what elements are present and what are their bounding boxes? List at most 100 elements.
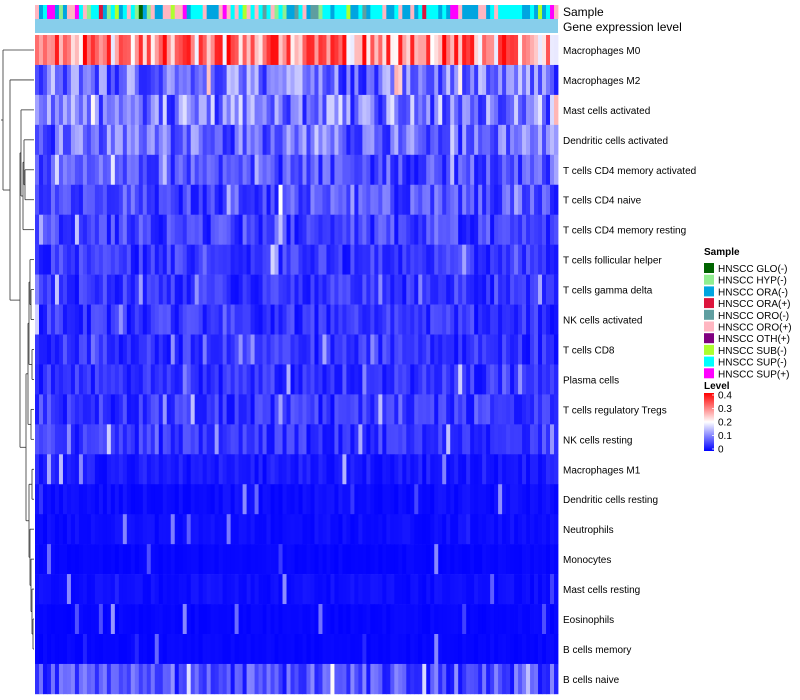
heatmap-cell [382, 634, 387, 665]
heatmap-cell [258, 244, 263, 275]
heatmap-cell [262, 274, 267, 305]
heatmap-cell [122, 244, 128, 275]
heatmap-cell [162, 574, 168, 605]
heatmap-cell [538, 663, 543, 695]
heatmap-cell [370, 334, 375, 365]
heatmap-cell [178, 604, 184, 635]
heatmap-cell [354, 394, 359, 425]
heatmap-cell [426, 454, 431, 485]
heatmap-cell [542, 544, 547, 575]
heatmap-cell [134, 604, 140, 635]
heatmap-cell [306, 484, 311, 515]
heatmap-cell [350, 64, 355, 96]
heatmap-cell [350, 604, 355, 635]
heatmap-cell [490, 304, 495, 335]
heatmap-cell [486, 64, 491, 96]
heatmap-cell [518, 184, 523, 215]
heatmap-cell [442, 184, 447, 215]
heatmap-cell [206, 574, 212, 605]
sample-annotation-cell [110, 5, 116, 19]
heatmap-cell [430, 94, 435, 126]
heatmap-cell [414, 214, 419, 245]
heatmap-cell [66, 124, 72, 156]
heatmap-cell [438, 94, 443, 126]
heatmap-cell [474, 35, 479, 66]
heatmap-cell [494, 184, 499, 215]
heatmap-cell [306, 574, 311, 605]
sample-annotation-cell [390, 5, 395, 19]
heatmap-cell [322, 574, 327, 605]
heatmap-cell [362, 424, 367, 455]
heatmap-cell [442, 394, 447, 425]
heatmap-cell [490, 214, 495, 245]
heatmap-cell [466, 304, 471, 335]
heatmap-cell [90, 124, 96, 156]
heatmap-cell [486, 454, 491, 485]
heatmap-cell [78, 544, 84, 575]
heatmap-cell [230, 394, 236, 425]
heatmap-cell [98, 394, 104, 425]
heatmap-cell [370, 484, 375, 515]
heatmap-cell [282, 634, 287, 665]
heatmap-cell [62, 364, 68, 395]
heatmap-cell [398, 514, 403, 545]
heatmap-cell [314, 35, 319, 66]
heatmap-cell [142, 663, 148, 695]
heatmap-cell [54, 304, 60, 335]
heatmap-cell [290, 94, 295, 126]
heatmap-cell [358, 544, 363, 575]
heatmap-cell [86, 394, 92, 425]
heatmap-cell [350, 424, 355, 455]
sample-annotation-cell [50, 5, 56, 19]
heatmap-cell [38, 214, 44, 245]
heatmap-cell [110, 214, 116, 245]
heatmap-cell [270, 424, 275, 455]
heatmap-cell [518, 394, 523, 425]
heatmap-cell [510, 274, 515, 305]
heatmap-cell [354, 154, 359, 186]
heatmap-cell [510, 454, 515, 485]
heatmap-cell [526, 574, 531, 605]
heatmap-cell [554, 184, 559, 215]
sample-annotation-cell [282, 5, 287, 19]
heatmap-cell [506, 274, 511, 305]
heatmap-cell [294, 64, 299, 96]
heatmap-cell [358, 514, 363, 545]
sample-annotation-cell [134, 5, 140, 19]
heatmap-cell [378, 94, 383, 126]
heatmap-cell [186, 334, 192, 365]
sample-annotation-cell [82, 5, 88, 19]
heatmap-cell [274, 184, 279, 215]
sample-legend-label: HNSCC ORO(-) [718, 311, 789, 322]
heatmap-cell [62, 663, 68, 695]
heatmap-cell [46, 94, 52, 126]
heatmap-cell [102, 364, 108, 395]
heatmap-cell [194, 484, 200, 515]
heatmap-cell [118, 244, 124, 275]
heatmap-cell [274, 454, 279, 485]
heatmap-cell [406, 544, 411, 575]
heatmap-cell [470, 364, 475, 395]
heatmap-cell [50, 394, 56, 425]
heatmap-cell [114, 604, 120, 635]
heatmap-cell [250, 454, 255, 485]
heatmap-cell [422, 574, 427, 605]
heatmap-cell [286, 634, 291, 665]
heatmap-cell [130, 574, 136, 605]
heatmap-cell [382, 454, 387, 485]
heatmap-cell [550, 94, 555, 126]
heatmap-cell [414, 35, 419, 66]
heatmap-cell [506, 604, 511, 635]
heatmap-cell [490, 484, 495, 515]
heatmap-cell [66, 514, 72, 545]
heatmap-cell [542, 304, 547, 335]
heatmap-cell [170, 154, 176, 186]
heatmap-cell [326, 64, 331, 96]
sample-annotation-cell [438, 5, 443, 19]
heatmap-cell [134, 364, 140, 395]
heatmap-cell [342, 334, 347, 365]
heatmap-cell [378, 184, 383, 215]
heatmap-cell [386, 394, 391, 425]
heatmap-cell [506, 94, 511, 126]
heatmap-cell [374, 274, 379, 305]
